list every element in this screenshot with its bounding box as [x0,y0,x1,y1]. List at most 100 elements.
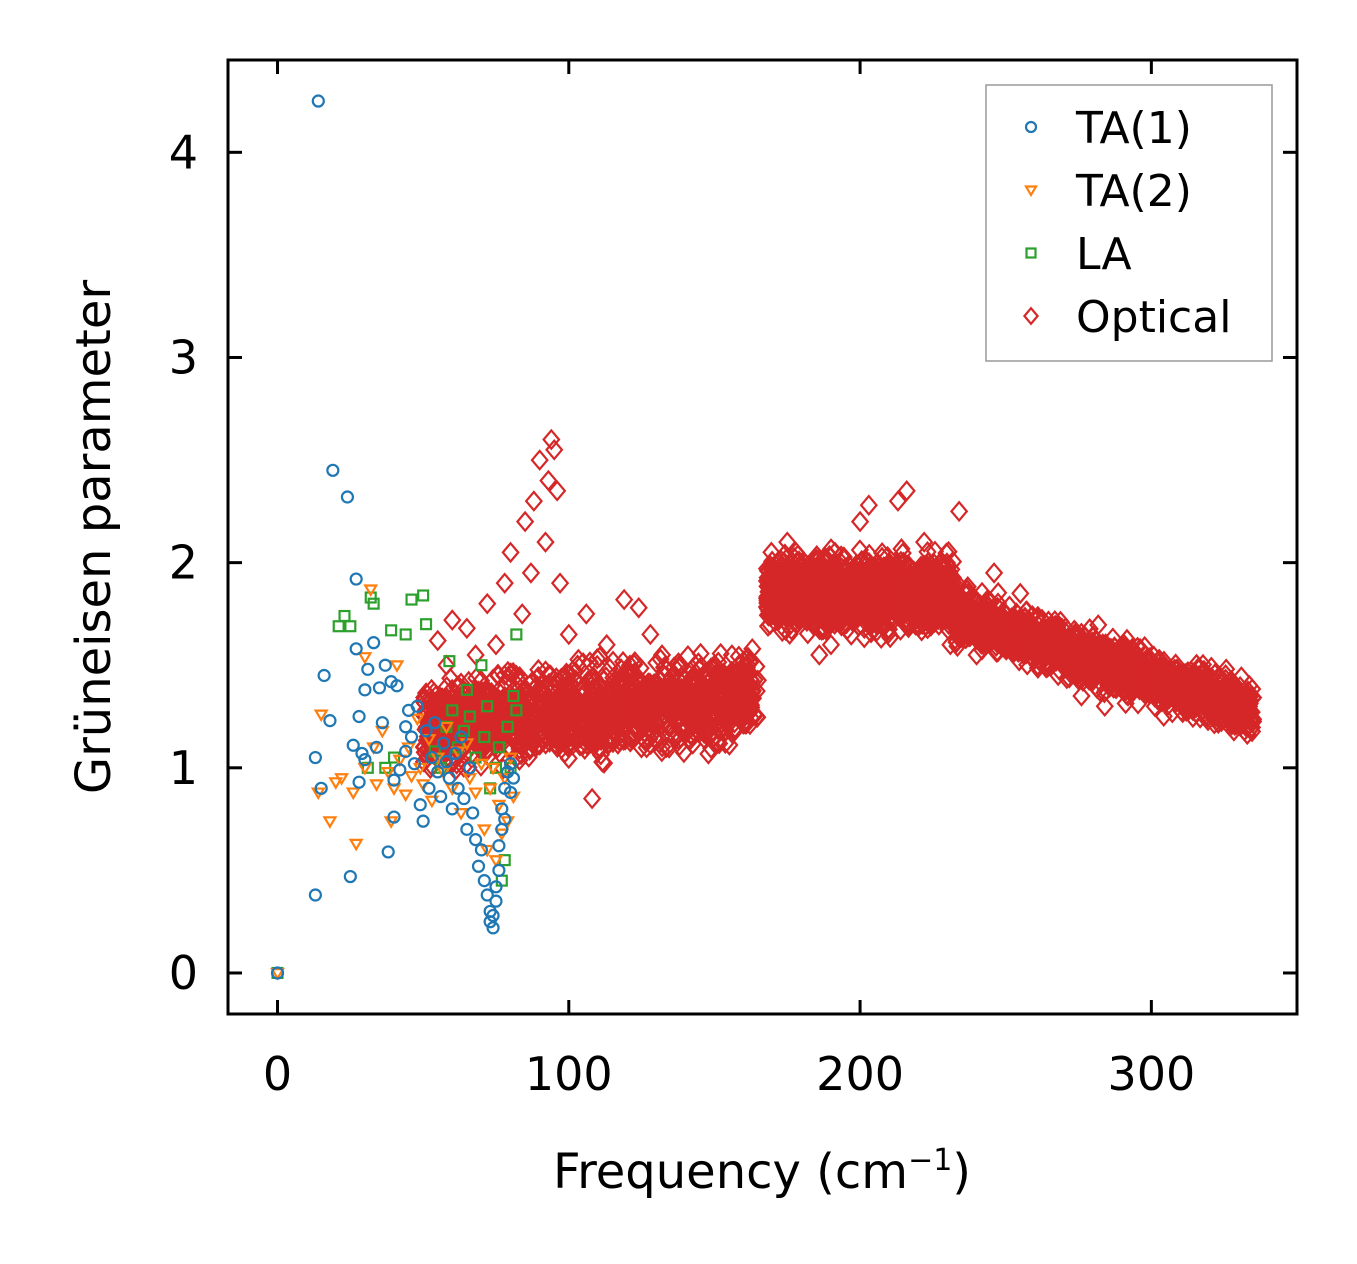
optical-cloud-point [598,718,617,741]
optical-cloud-point [1197,680,1217,703]
data-point-ta1 [367,636,381,650]
data-point-optical [1060,644,1079,666]
optical-cloud-point [1106,658,1126,680]
data-point-optical [635,715,654,738]
optical-cloud-point [850,539,870,561]
optical-cloud-point [520,739,539,761]
data-point-ta1 [477,874,491,888]
optical-cloud-point [528,696,547,718]
data-point-ta2 [334,773,350,786]
data-point-optical [507,664,526,687]
data-point-ta1 [358,683,372,697]
optical-cloud-point [1178,688,1197,710]
optical-cloud-point [684,687,703,710]
optical-cloud-point [585,714,604,737]
optical-cloud-point [721,690,740,713]
optical-cloud-point [1132,677,1151,699]
data-point-ta2 [369,779,384,792]
data-point-optical [443,609,462,631]
optical-cloud-point [979,590,998,613]
optical-cloud-point [881,590,900,612]
optical-cloud-point [1194,659,1214,682]
optical-cloud-point [1057,667,1076,690]
data-point-optical [868,582,887,605]
legend-marker-ta1 [1024,120,1038,134]
data-point-optical [606,685,625,707]
data-point-optical [515,510,535,533]
data-point-optical [1177,674,1196,697]
data-point-ta2 [424,795,440,809]
data-point-ta1 [439,755,454,769]
data-point-ta1 [468,833,483,847]
optical-cloud-point [1051,610,1070,633]
optical-cloud-point [1104,677,1123,699]
optical-cloud-point [742,696,761,719]
x-tick-label: 300 [1107,1047,1195,1101]
optical-cloud-point [636,729,655,752]
optical-cloud-point [1063,649,1082,671]
data-point-ta1 [483,915,497,929]
optical-cloud-point [662,667,681,690]
optical-cloud-point [454,756,473,778]
optical-cloud-point [495,664,514,687]
data-point-optical [810,644,829,666]
optical-cloud-point [587,647,607,670]
legend-marker-ta2 [1024,185,1038,198]
optical-cloud-point [624,662,644,684]
data-point-ta1 [498,812,512,826]
data-point-optical [743,638,762,660]
optical-cloud-point [835,601,855,624]
data-point-la [399,628,412,641]
optical-cloud-point [993,615,1012,638]
optical-cloud-point [1087,630,1107,652]
x-tick-label: 200 [816,1047,904,1101]
optical-cloud-point [929,614,949,636]
optical-cloud-point [838,601,857,623]
optical-cloud-point [566,690,585,712]
data-point-ta1 [413,798,427,812]
data-point-ta2 [386,783,402,796]
axes-frame [226,58,1299,1016]
optical-cloud-point [732,676,752,699]
legend-marker-optical [1022,306,1040,326]
y-tick-label: 4 [169,125,198,179]
optical-cloud-point [742,685,761,708]
data-point-ta1 [358,752,372,767]
optical-cloud-point [1117,628,1137,651]
data-point-optical [792,572,811,594]
data-point-optical [472,695,491,718]
optical-cloud-point [531,711,550,734]
optical-cloud-point [930,571,949,593]
legend-label-ta2: TA(2) [1075,166,1192,217]
y-tick-label: 0 [169,946,198,1000]
plot-area [270,94,1263,981]
optical-cloud-point [669,691,689,714]
data-point-ta1 [317,668,331,683]
data-point-optical [949,500,969,523]
optical-cloud-point [823,595,843,617]
data-point-optical [448,674,468,697]
optical-cloud-point [565,706,584,729]
data-point-optical [915,531,934,553]
data-point-ta1 [431,765,445,779]
optical-cloud-point [560,724,579,746]
optical-cloud-point [606,702,626,724]
data-point-ta2 [389,660,405,673]
x-tick-label: 100 [525,1047,613,1101]
optical-cloud-point [709,716,728,739]
optical-cloud-point [492,720,511,743]
data-point-ta1 [442,771,456,785]
data-point-ta2 [453,807,469,821]
optical-cloud-point [529,658,548,681]
optical-cloud-point [575,711,594,734]
optical-cloud-point [489,664,508,687]
data-point-optical [705,654,724,677]
data-point-optical [693,695,712,718]
data-point-ta2 [473,758,489,772]
data-point-la [460,683,473,696]
data-point-ta2 [430,752,446,766]
data-point-la [478,730,491,744]
optical-cloud-point [1107,664,1126,686]
optical-cloud-point [1168,680,1187,703]
optical-cloud-point [643,679,662,701]
